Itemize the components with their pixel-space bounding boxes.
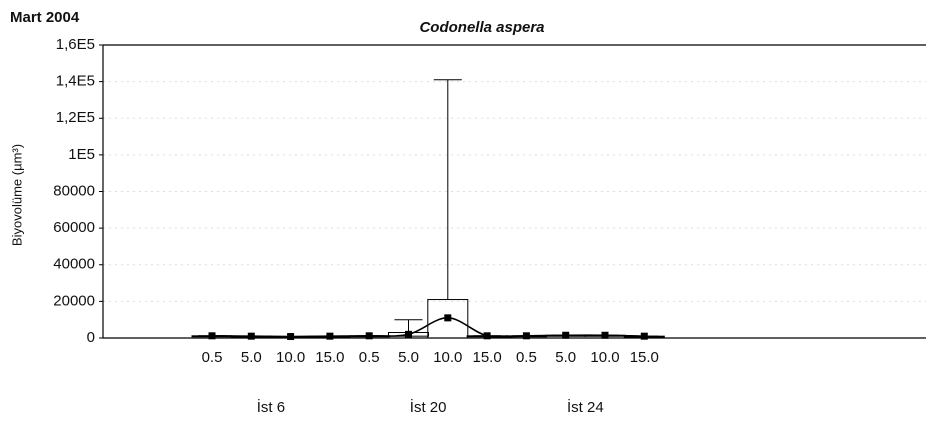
group-label: İst 24 bbox=[567, 398, 604, 416]
x-tick-label: 5.0 bbox=[555, 349, 576, 366]
y-tick-label: 40000 bbox=[53, 256, 95, 273]
x-tick-label: 15.0 bbox=[472, 349, 501, 366]
y-tick-label: 0 bbox=[87, 329, 95, 346]
y-tick-label: 20000 bbox=[53, 292, 95, 309]
x-tick-label: 10.0 bbox=[276, 349, 305, 366]
chart-title: Codonella aspera bbox=[419, 19, 544, 36]
y-tick-label: 1,6E5 bbox=[56, 36, 95, 53]
x-tick-label: 5.0 bbox=[398, 349, 419, 366]
x-tick-label: 5.0 bbox=[241, 349, 262, 366]
x-tick-label: 0.5 bbox=[516, 349, 537, 366]
y-tick-label: 1E5 bbox=[68, 146, 95, 163]
x-tick-label: 15.0 bbox=[315, 349, 344, 366]
group-label: İst 20 bbox=[410, 398, 447, 416]
axis-frame bbox=[102, 44, 926, 339]
x-tick-label: 15.0 bbox=[630, 349, 659, 366]
box bbox=[427, 299, 469, 339]
x-tick-label: 0.5 bbox=[359, 349, 380, 366]
group-label: İst 6 bbox=[257, 398, 285, 416]
y-tick-label: 60000 bbox=[53, 219, 95, 236]
y-tick-label: 80000 bbox=[53, 182, 95, 199]
y-axis-label: Biyovolüme (µm³) bbox=[9, 144, 24, 246]
chart-subtitle: Mart 2004 bbox=[10, 9, 80, 26]
x-tick-label: 10.0 bbox=[590, 349, 619, 366]
x-tick-label: 10.0 bbox=[433, 349, 462, 366]
y-tick-label: 1,2E5 bbox=[56, 109, 95, 126]
median-curve bbox=[211, 317, 645, 338]
y-tick-label: 1,4E5 bbox=[56, 73, 95, 90]
x-tick-label: 0.5 bbox=[202, 349, 223, 366]
